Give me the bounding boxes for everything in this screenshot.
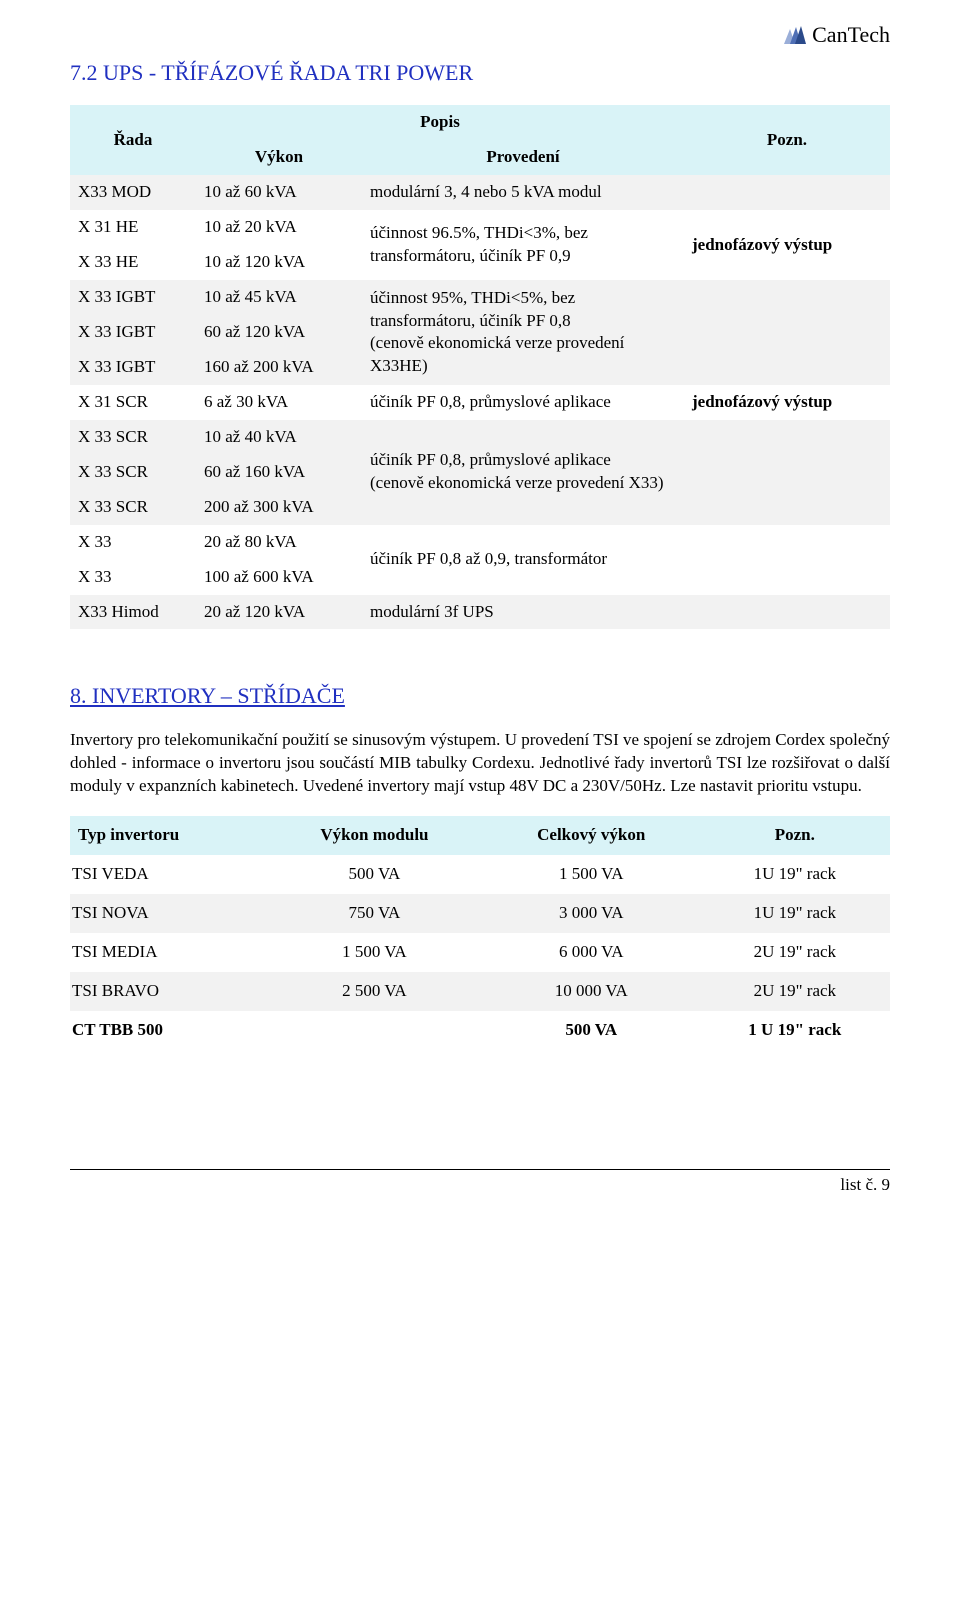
th-rada: Řada	[70, 105, 196, 175]
cell: 750 VA	[266, 894, 483, 933]
th-vykon: Výkon	[196, 140, 362, 175]
cell-vykon: 10 až 20 kVA	[196, 210, 362, 245]
cell: CT TBB 500	[70, 1011, 266, 1050]
invertor-table-header-row: Typ invertoru Výkon modulu Celkový výkon…	[70, 816, 890, 855]
table-row: TSI NOVA750 VA3 000 VA1U 19" rack	[70, 894, 890, 933]
section-2-title: 8. INVERTORY – STŘÍDAČE	[70, 681, 890, 711]
cell: 2U 19" rack	[700, 933, 890, 972]
cell-vykon: 60 až 120 kVA	[196, 315, 362, 350]
table-row: CT TBB 500 500 VA1 U 19" rack	[70, 1011, 890, 1050]
cell-pozn: jednofázový výstup	[684, 210, 890, 280]
section-2-body: Invertory pro telekomunikační použití se…	[70, 729, 890, 798]
cell-vykon: 100 až 600 kVA	[196, 560, 362, 595]
cell: 1U 19" rack	[700, 894, 890, 933]
cell-pozn: jednofázový výstup	[684, 385, 890, 420]
cell-rada: X 31 HE	[70, 210, 196, 245]
cell-rada: X33 Himod	[70, 595, 196, 630]
cell-vykon: 10 až 60 kVA	[196, 175, 362, 210]
cell-vykon: 10 až 40 kVA	[196, 420, 362, 455]
brand-name: CanTech	[812, 20, 890, 50]
cell-vykon: 20 až 120 kVA	[196, 595, 362, 630]
cell: 1 500 VA	[483, 855, 700, 894]
cell: 1 U 19" rack	[700, 1011, 890, 1050]
cell-rada: X 33	[70, 525, 196, 560]
invertor-table: Typ invertoru Výkon modulu Celkový výkon…	[70, 816, 890, 1050]
cell: 500 VA	[266, 855, 483, 894]
cell-rada: X 33 SCR	[70, 490, 196, 525]
cell-rada: X 33 IGBT	[70, 350, 196, 385]
cell-provedeni: účinnost 96.5%, THDi<3%, bez transformát…	[362, 210, 684, 280]
cell: 1U 19" rack	[700, 855, 890, 894]
cell: 1 500 VA	[266, 933, 483, 972]
cell-pozn	[684, 280, 890, 385]
brand-header: CanTech	[70, 20, 890, 50]
cell-provedeni: modulární 3, 4 nebo 5 kVA modul	[362, 175, 684, 210]
ups-table-body: X33 MOD10 až 60 kVAmodulární 3, 4 nebo 5…	[70, 175, 890, 629]
th-pozn: Pozn.	[684, 105, 890, 175]
brand-logo-icon	[784, 26, 806, 44]
cell-rada: X33 MOD	[70, 175, 196, 210]
cell: 2 500 VA	[266, 972, 483, 1011]
cell-provedeni: účiník PF 0,8, průmyslové aplikace	[362, 385, 684, 420]
th-pozn2: Pozn.	[700, 816, 890, 855]
cell: TSI VEDA	[70, 855, 266, 894]
section-2-title-text: 8. INVERTORY – STŘÍDAČE	[70, 683, 345, 708]
cell-vykon: 10 až 120 kVA	[196, 245, 362, 280]
cell: TSI BRAVO	[70, 972, 266, 1011]
cell	[266, 1011, 483, 1050]
table-row: TSI VEDA500 VA1 500 VA1U 19" rack	[70, 855, 890, 894]
ups-table-header: Řada Popis Pozn. Výkon Provedení	[70, 105, 890, 175]
cell-provedeni: modulární 3f UPS	[362, 595, 684, 630]
table-row: X33 MOD10 až 60 kVAmodulární 3, 4 nebo 5…	[70, 175, 890, 210]
table-row: X 3320 až 80 kVAúčiník PF 0,8 až 0,9, tr…	[70, 525, 890, 560]
cell-vykon: 60 až 160 kVA	[196, 455, 362, 490]
section-1-title: 7.2 UPS - TŘÍFÁZOVÉ ŘADA TRI POWER	[70, 58, 890, 88]
cell: 500 VA	[483, 1011, 700, 1050]
cell: 3 000 VA	[483, 894, 700, 933]
cell-rada: X 33 HE	[70, 245, 196, 280]
cell-rada: X 33 SCR	[70, 455, 196, 490]
cell-provedeni: účiník PF 0,8, průmyslové aplikace (ceno…	[362, 420, 684, 525]
table-row: X33 Himod20 až 120 kVAmodulární 3f UPS	[70, 595, 890, 630]
table-row: X 31 SCR6 až 30 kVAúčiník PF 0,8, průmys…	[70, 385, 890, 420]
cell-rada: X 33 IGBT	[70, 280, 196, 315]
cell-pozn	[684, 525, 890, 595]
table-row: TSI BRAVO2 500 VA10 000 VA2U 19" rack	[70, 972, 890, 1011]
cell: TSI NOVA	[70, 894, 266, 933]
cell-pozn	[684, 595, 890, 630]
page-number: list č. 9	[840, 1174, 890, 1197]
cell-pozn	[684, 420, 890, 525]
cell-pozn	[684, 175, 890, 210]
th-modul: Výkon modulu	[266, 816, 483, 855]
page-footer: list č. 9	[70, 1169, 890, 1197]
cell: 2U 19" rack	[700, 972, 890, 1011]
th-provedeni: Provedení	[362, 140, 684, 175]
th-celkovy: Celkový výkon	[483, 816, 700, 855]
cell-vykon: 200 až 300 kVA	[196, 490, 362, 525]
table-row: X 31 HE10 až 20 kVAúčinnost 96.5%, THDi<…	[70, 210, 890, 245]
cell: TSI MEDIA	[70, 933, 266, 972]
cell-rada: X 31 SCR	[70, 385, 196, 420]
cell-vykon: 10 až 45 kVA	[196, 280, 362, 315]
cell-provedeni: účinnost 95%, THDi<5%, bez transformátor…	[362, 280, 684, 385]
cell-vykon: 160 až 200 kVA	[196, 350, 362, 385]
cell-rada: X 33 IGBT	[70, 315, 196, 350]
cell: 10 000 VA	[483, 972, 700, 1011]
ups-table: Řada Popis Pozn. Výkon Provedení X33 MOD…	[70, 105, 890, 629]
invertor-table-body: TSI VEDA500 VA1 500 VA1U 19" rackTSI NOV…	[70, 855, 890, 1050]
table-row: X 33 IGBT10 až 45 kVAúčinnost 95%, THDi<…	[70, 280, 890, 315]
cell-provedeni: účiník PF 0,8 až 0,9, transformátor	[362, 525, 684, 595]
th-typ: Typ invertoru	[70, 816, 266, 855]
cell-vykon: 6 až 30 kVA	[196, 385, 362, 420]
th-popis: Popis	[196, 105, 684, 140]
cell-rada: X 33	[70, 560, 196, 595]
table-row: X 33 SCR10 až 40 kVAúčiník PF 0,8, průmy…	[70, 420, 890, 455]
table-row: TSI MEDIA1 500 VA6 000 VA2U 19" rack	[70, 933, 890, 972]
cell: 6 000 VA	[483, 933, 700, 972]
cell-vykon: 20 až 80 kVA	[196, 525, 362, 560]
cell-rada: X 33 SCR	[70, 420, 196, 455]
